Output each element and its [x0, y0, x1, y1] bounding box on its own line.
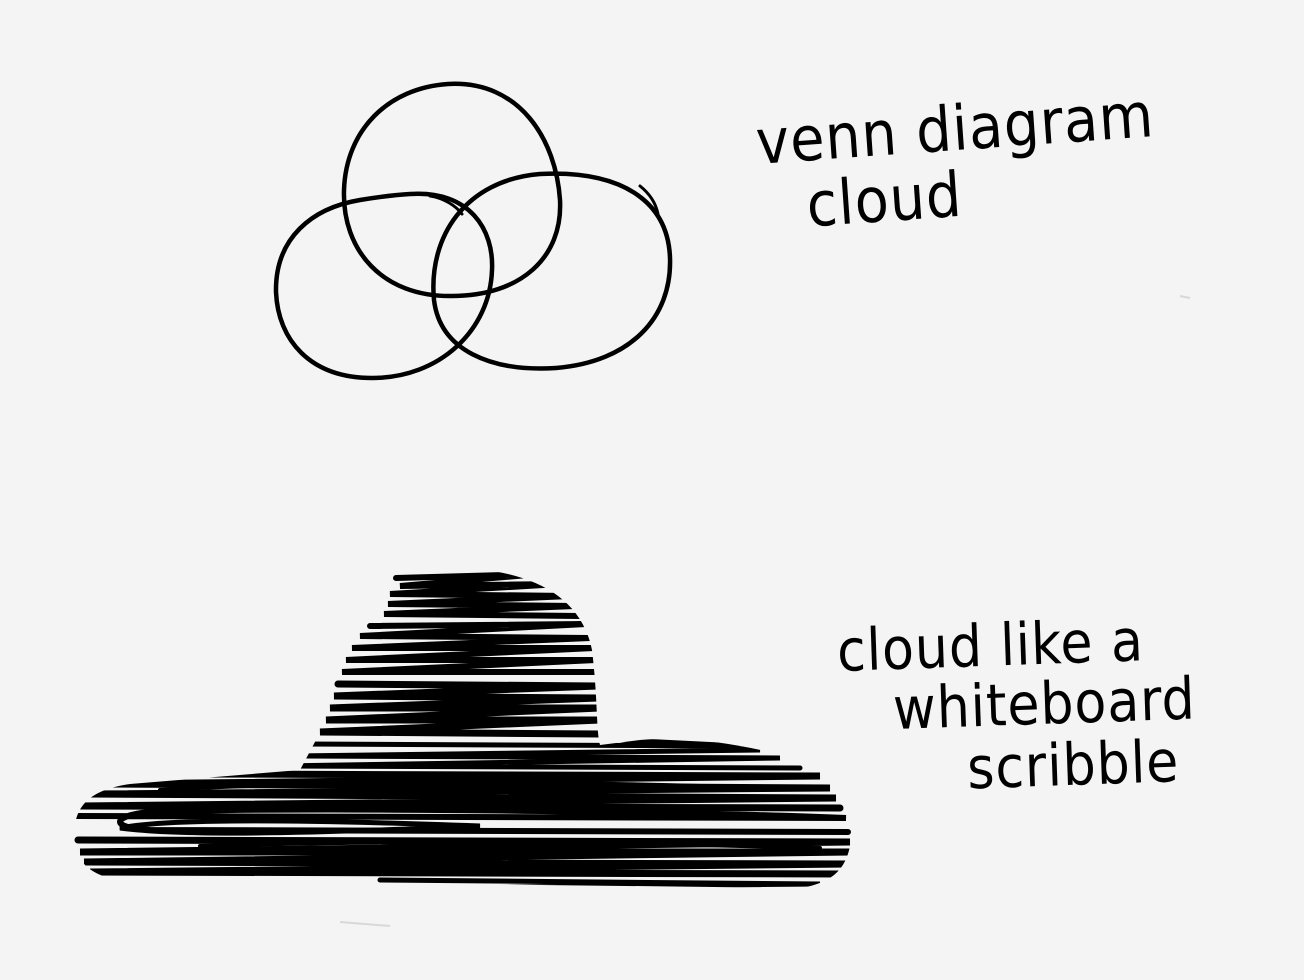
venn-overlap-stroke	[428, 194, 464, 216]
scribble-stroke	[383, 571, 583, 619]
scribble-stroke	[79, 770, 844, 812]
scribble-stroke	[341, 621, 601, 675]
venn-circle-top	[341, 81, 563, 299]
scribble-stroke	[319, 680, 604, 738]
scribble-stroke	[158, 780, 822, 850]
scribble-cloud	[73, 571, 851, 888]
scribble-stroke	[119, 818, 481, 836]
venn-diagram-cloud	[273, 81, 673, 381]
venn-circle-left	[273, 191, 495, 381]
scribble-stroke	[279, 737, 803, 771]
scribble-stroke	[73, 806, 851, 835]
stray-marks	[339, 295, 1191, 927]
scribble-stroke	[377, 877, 821, 888]
venn-circle-right	[431, 171, 673, 371]
venn-overlap-stroke	[638, 184, 660, 216]
scribble-note-line-3: scribble	[966, 727, 1181, 803]
scribble-cloud-note: cloud like a whiteboard scribble	[836, 606, 1232, 803]
